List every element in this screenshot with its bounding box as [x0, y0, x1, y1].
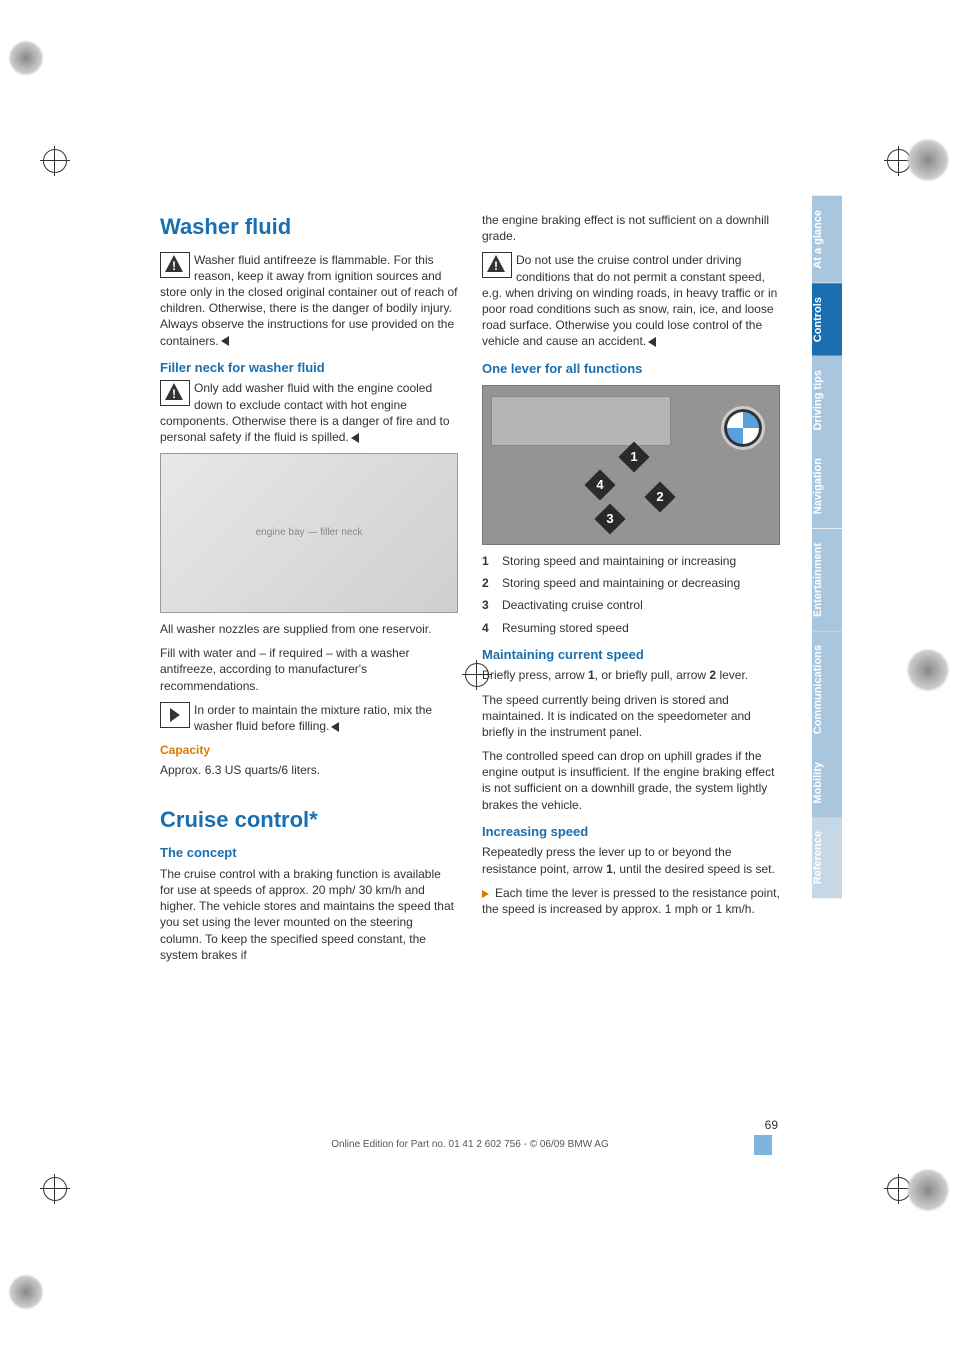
end-marker-icon	[331, 722, 339, 732]
warning-icon	[160, 380, 190, 406]
maintaining-speed-heading: Maintaining current speed	[482, 646, 780, 664]
maintain-text-2: The speed currently being driven is stor…	[482, 692, 780, 741]
tip-mixture: In order to maintain the mixture ratio, …	[160, 702, 458, 734]
footer-text: Online Edition for Part no. 01 41 2 602 …	[160, 1139, 780, 1150]
warning-cruise-text: Do not use the cruise control under driv…	[482, 253, 777, 348]
end-marker-icon	[351, 433, 359, 443]
dashboard-panel	[491, 396, 671, 446]
increase-text: Repeatedly press the lever up to or beyo…	[482, 844, 780, 876]
concept-continued-text: the engine braking effect is not suffici…	[482, 212, 780, 244]
capacity-heading: Capacity	[160, 742, 458, 758]
capacity-text: Approx. 6.3 US quarts/6 liters.	[160, 762, 458, 778]
increase-bullet: Each time the lever is pressed to the re…	[482, 885, 780, 917]
section-tabs: At a glanceControlsDriving tipsNavigatio…	[812, 196, 842, 899]
concept-text: The cruise control with a braking functi…	[160, 866, 458, 963]
lever-functions-list: 1Storing speed and maintaining or increa…	[482, 553, 780, 636]
fill-instructions-text: Fill with water and – if required – with…	[160, 645, 458, 694]
diagram-arrow-2: 2	[644, 481, 675, 512]
right-column: the engine braking effect is not suffici…	[482, 212, 780, 971]
warning-flammable-text: Washer fluid antifreeze is flammable. Fo…	[160, 253, 458, 348]
maintain-text-1: Briefly press, arrow 1, or briefly pull,…	[482, 667, 780, 683]
bmw-roundel-icon	[721, 406, 765, 450]
lever-graphic: 1 2 3 4	[563, 450, 673, 530]
section-tab[interactable]: Communications	[812, 631, 842, 748]
left-column: Washer fluid Washer fluid antifreeze is …	[160, 212, 458, 971]
list-number: 3	[482, 597, 502, 613]
warning-flammable: Washer fluid antifreeze is flammable. Fo…	[160, 252, 458, 349]
maintain-text-3: The controlled speed can drop on uphill …	[482, 748, 780, 813]
lever-list-item: 2Storing speed and maintaining or decrea…	[482, 575, 780, 591]
washer-fluid-heading: Washer fluid	[160, 212, 458, 242]
lever-list-item: 1Storing speed and maintaining or increa…	[482, 553, 780, 569]
list-text: Storing speed and maintaining or increas…	[502, 553, 736, 569]
warning-icon	[160, 252, 190, 278]
lever-list-item: 3Deactivating cruise control	[482, 597, 780, 613]
cruise-control-heading: Cruise control*	[160, 805, 458, 835]
concept-heading: The concept	[160, 844, 458, 862]
one-lever-heading: One lever for all functions	[482, 360, 780, 378]
warning-cruise-conditions: Do not use the cruise control under driv…	[482, 252, 780, 349]
section-tab[interactable]: Entertainment	[812, 529, 842, 631]
warning-hot-engine-text: Only add washer fluid with the engine co…	[160, 381, 450, 444]
end-marker-icon	[221, 336, 229, 346]
diagram-arrow-1: 1	[618, 441, 649, 472]
section-tab[interactable]: Driving tips	[812, 356, 842, 445]
cruise-lever-diagram: 1 2 3 4	[482, 385, 780, 545]
warning-hot-engine: Only add washer fluid with the engine co…	[160, 380, 458, 445]
filler-neck-heading: Filler neck for washer fluid	[160, 359, 458, 377]
lever-list-item: 4Resuming stored speed	[482, 620, 780, 636]
tip-mixture-text: In order to maintain the mixture ratio, …	[194, 703, 432, 733]
bullet-icon	[482, 890, 489, 898]
warning-icon	[482, 252, 512, 278]
section-tab[interactable]: Reference	[812, 817, 842, 898]
diagram-arrow-4: 4	[584, 469, 615, 500]
list-number: 2	[482, 575, 502, 591]
list-text: Storing speed and maintaining or decreas…	[502, 575, 740, 591]
section-tab[interactable]: At a glance	[812, 196, 842, 283]
increasing-speed-heading: Increasing speed	[482, 823, 780, 841]
nozzles-text: All washer nozzles are supplied from one…	[160, 621, 458, 637]
section-tab[interactable]: Controls	[812, 283, 842, 356]
tip-icon	[160, 702, 190, 728]
list-number: 4	[482, 620, 502, 636]
section-tab[interactable]: Mobility	[812, 748, 842, 818]
page-content: Washer fluid Washer fluid antifreeze is …	[160, 212, 780, 971]
filler-neck-image: engine bay — filler neck	[160, 453, 458, 613]
list-text: Resuming stored speed	[502, 620, 629, 636]
list-number: 1	[482, 553, 502, 569]
diagram-arrow-3: 3	[594, 503, 625, 534]
end-marker-icon	[648, 337, 656, 347]
page-number: 69	[765, 1118, 778, 1132]
list-text: Deactivating cruise control	[502, 597, 643, 613]
section-tab[interactable]: Navigation	[812, 444, 842, 528]
increase-bullet-text: Each time the lever is pressed to the re…	[482, 886, 780, 916]
